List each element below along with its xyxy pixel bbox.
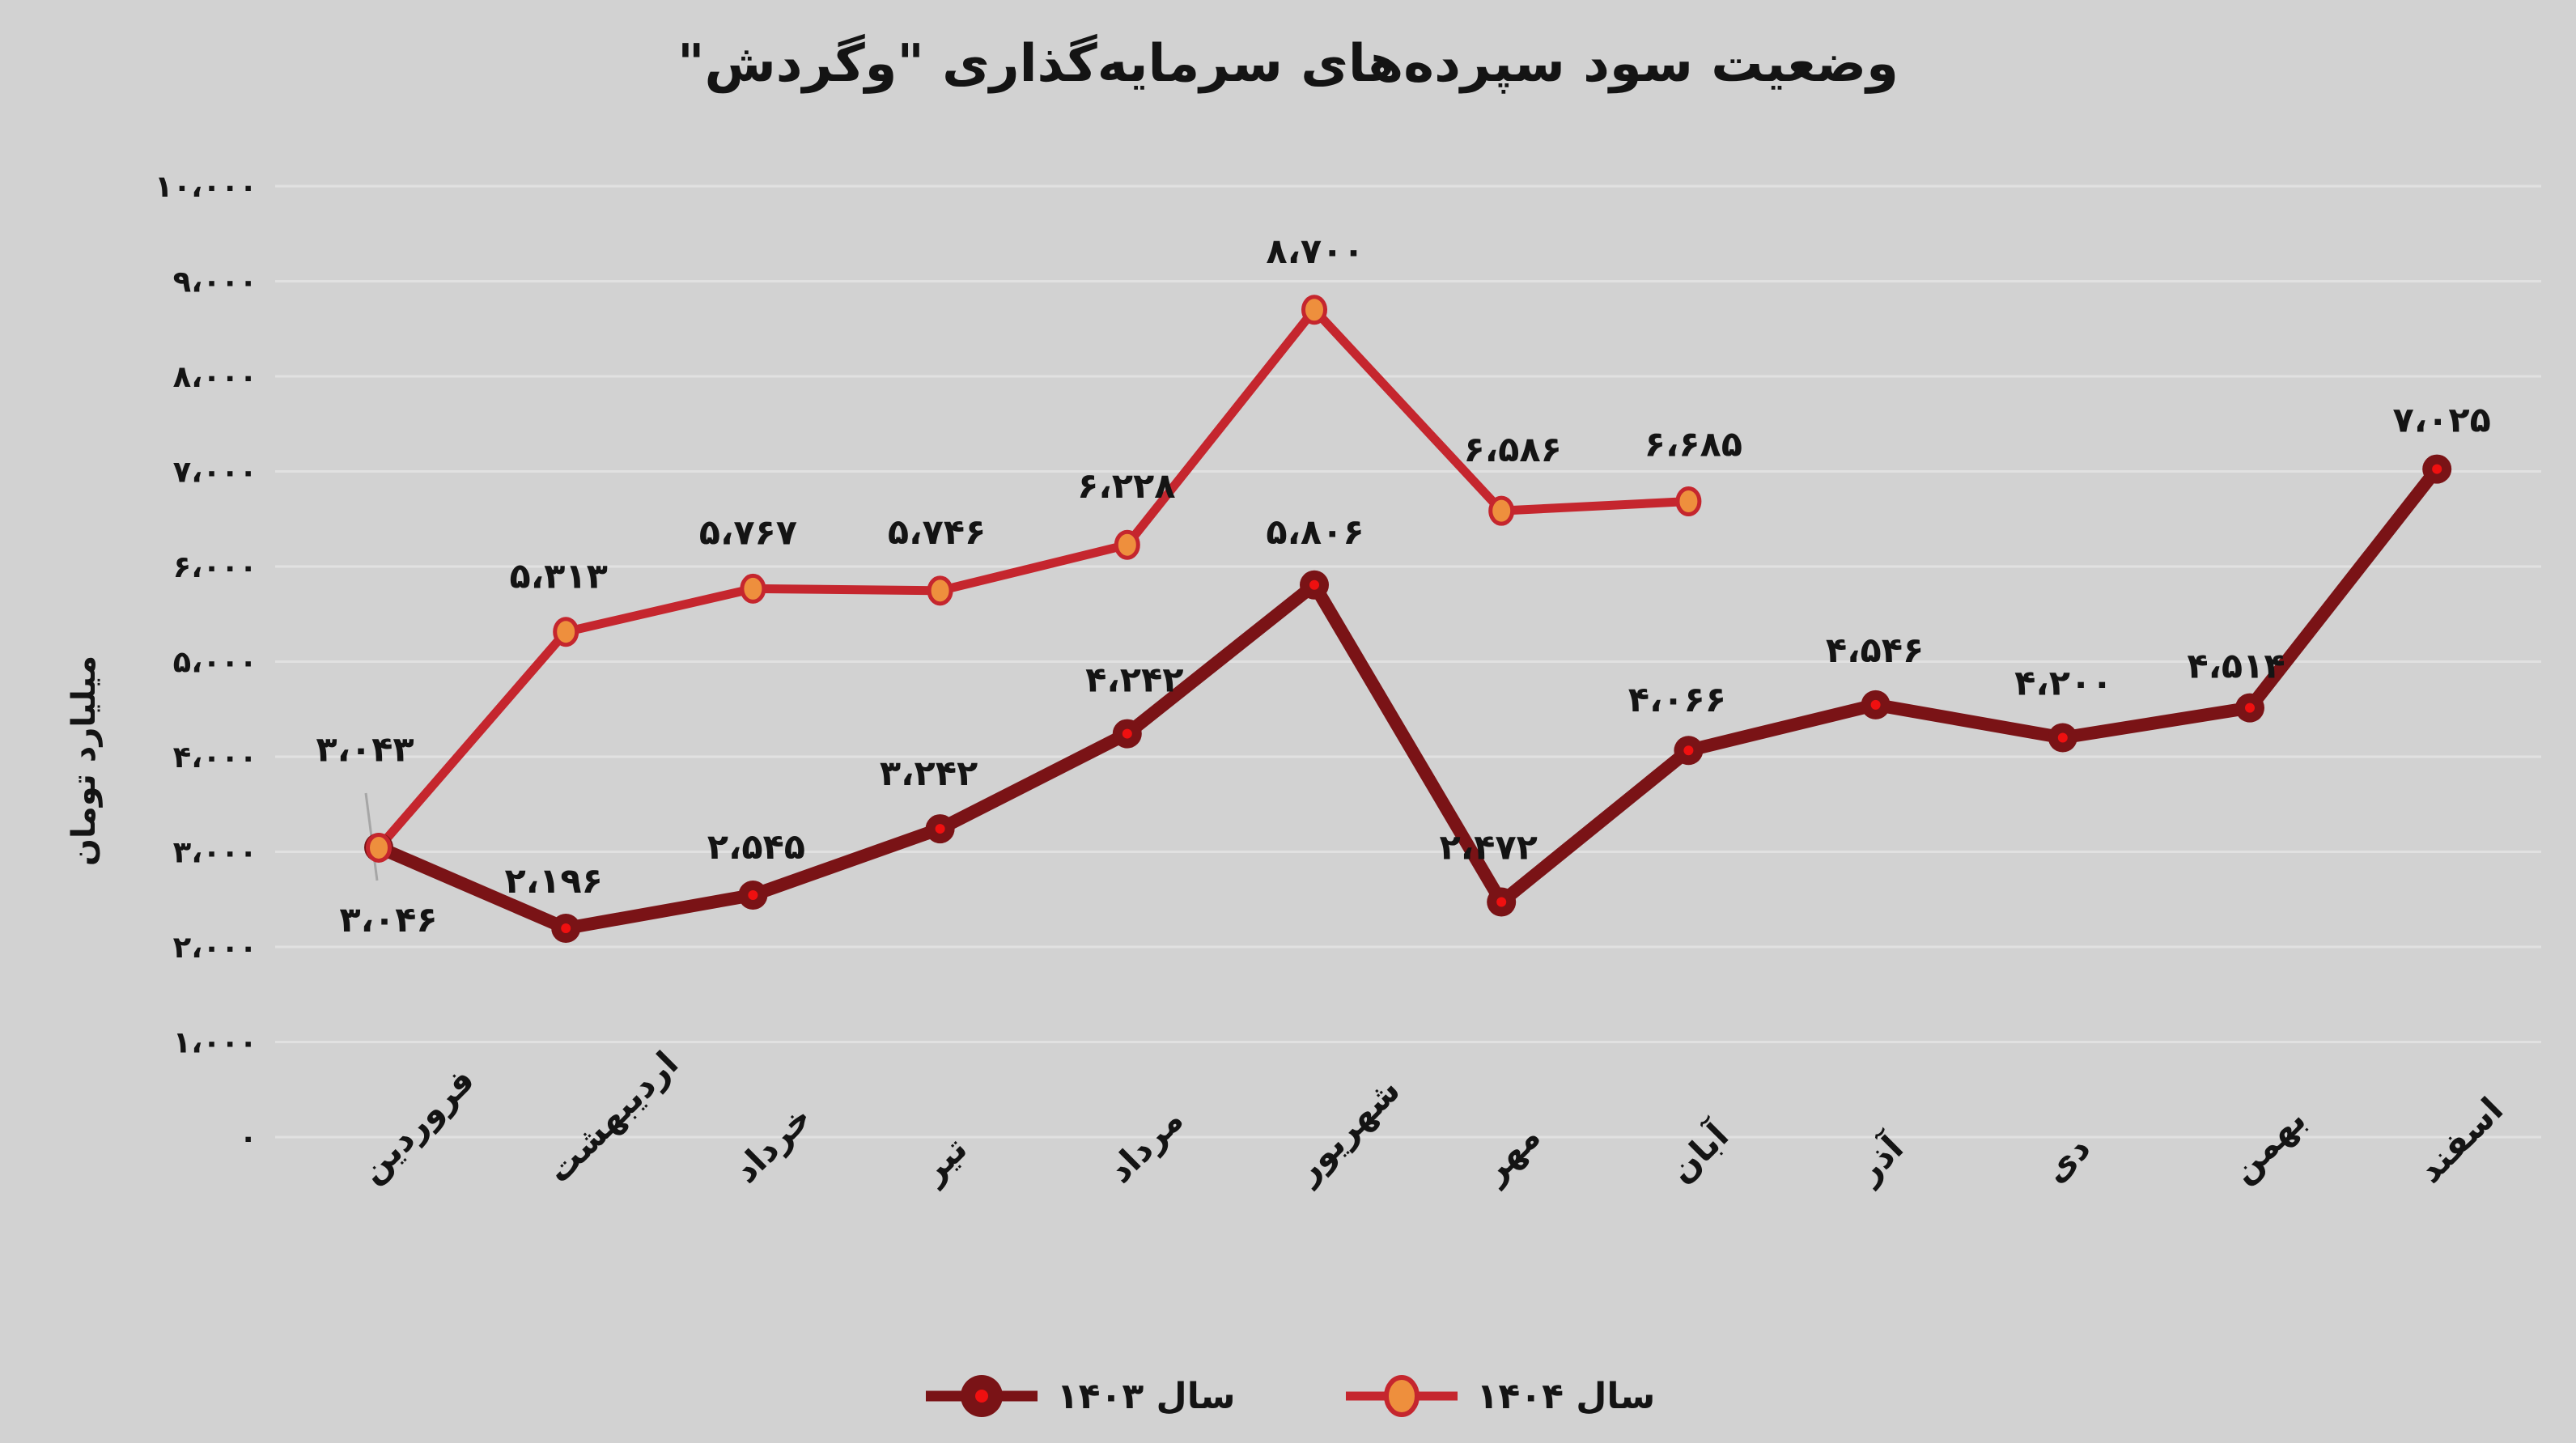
marker-1404-3[interactable] [927, 575, 953, 606]
legend: سال ۱۴۰۴ سال ۱۴۰۳ [0, 1372, 2576, 1420]
chart-title: وضعیت سود سپرده‌های سرمایه‌گذاری "وگردش" [677, 34, 1899, 94]
data-label-1403-11: ۷،۰۲۵ [2393, 401, 2491, 441]
data-label-1403-3: ۳،۲۴۲ [880, 753, 978, 794]
data-label-1404-7: ۶،۶۸۵ [1644, 425, 1742, 465]
data-label-1403-0: ۳،۰۴۶ [339, 900, 437, 940]
marker-dot-1403-4 [1122, 728, 1132, 739]
data-label-1404-3: ۵،۷۴۶ [888, 512, 986, 553]
y-tick-label: ۶،۰۰۰ [173, 550, 257, 584]
y-tick-label: ۱۰،۰۰۰ [155, 169, 257, 204]
legend-item-1404[interactable]: سال ۱۴۰۴ [1341, 1372, 1656, 1420]
legend-marker-1403 [925, 1375, 1038, 1417]
marker-1404-2[interactable] [740, 573, 766, 604]
data-label-1404-5: ۸،۷۰۰ [1266, 231, 1364, 272]
data-label-1403-1: ۲،۱۹۶ [505, 861, 603, 902]
x-tick-label-10: بهمن [2222, 1100, 2314, 1191]
marker-dot-1403-3 [935, 824, 945, 834]
legend-item-1403[interactable]: سال ۱۴۰۳ [921, 1372, 1236, 1420]
marker-dot-1403-10 [2245, 702, 2255, 713]
legend-marker-1404 [1345, 1375, 1458, 1417]
x-tick-label-5: شهریور [1286, 1070, 1408, 1192]
y-tick-label: ۴،۰۰۰ [173, 740, 257, 775]
legend-label-1403: سال ۱۴۰۳ [1056, 1375, 1236, 1417]
data-label-1403-4: ۴،۲۴۲ [1085, 660, 1183, 701]
data-label-1403-9: ۴،۲۰۰ [2014, 664, 2112, 704]
y-tick-label: ۲،۰۰۰ [173, 930, 257, 965]
data-label-1403-5: ۵،۸۰۶ [1266, 512, 1364, 553]
y-tick-label: ۳،۰۰۰ [173, 835, 257, 870]
x-tick-label-7: آبان [1661, 1114, 1737, 1190]
marker-1404-6[interactable] [1488, 495, 1515, 526]
data-label-1404-2: ۵،۷۶۷ [699, 512, 797, 553]
data-label-1403-6: ۲،۴۷۲ [1440, 828, 1538, 868]
y-tick-label: ۰ [239, 1120, 257, 1155]
y-tick-label: ۸،۰۰۰ [173, 359, 257, 394]
series-line-1403[interactable] [372, 462, 2444, 935]
marker-1404-7[interactable] [1675, 486, 1702, 517]
y-tick-label: ۵،۰۰۰ [173, 645, 257, 680]
series-line-1404[interactable] [374, 305, 1693, 852]
data-label-1404-0: ۳،۰۴۳ [316, 729, 414, 770]
marker-dot-1403-6 [1496, 897, 1507, 907]
marker-dot-1403-2 [748, 889, 758, 900]
legend-dot-1404-icon [1383, 1375, 1420, 1417]
x-tick-label-11: اسفند [2410, 1089, 2511, 1190]
data-label-1403-2: ۲،۵۴۵ [707, 827, 805, 868]
data-label-1403-8: ۴،۵۴۶ [1826, 630, 1924, 671]
marker-dot-1403-5 [1309, 579, 1319, 590]
data-label-1403-7: ۴،۰۶۶ [1628, 680, 1726, 720]
marker-1404-5[interactable] [1301, 295, 1327, 325]
marker-dot-1403-8 [1870, 699, 1881, 710]
data-label-1404-1: ۵،۳۱۳ [510, 557, 608, 597]
legend-dot-center-1403-icon [974, 1390, 988, 1403]
x-tick-label-4: مرداد [1100, 1100, 1191, 1191]
data-label-1404-6: ۶،۵۸۶ [1464, 430, 1562, 470]
y-tick-label: ۱،۰۰۰ [173, 1025, 257, 1060]
x-tick-label-2: خرداد [726, 1097, 820, 1191]
marker-dot-1403-9 [2057, 732, 2068, 743]
x-tick-label-1: اردیبهشت [539, 1043, 686, 1190]
legend-label-1404: سال ۱۴۰۴ [1476, 1375, 1656, 1417]
x-tick-label-0: فروردین [351, 1060, 482, 1191]
marker-dot-1403-1 [561, 923, 571, 933]
marker-1404-1[interactable] [553, 617, 579, 647]
marker-dot-1403-7 [1683, 745, 1694, 756]
marker-dot-1403-11 [2432, 464, 2442, 474]
data-label-1404-4: ۶،۲۲۸ [1077, 466, 1175, 507]
data-label-1403-10: ۴،۵۱۴ [2187, 647, 2285, 687]
y-tick-label: ۹،۰۰۰ [173, 265, 257, 299]
x-tick-label-6: مهر [1473, 1117, 1548, 1192]
marker-1404-4[interactable] [1114, 529, 1140, 560]
y-tick-label: ۷،۰۰۰ [173, 455, 257, 490]
marker-1404-0[interactable] [366, 832, 392, 863]
